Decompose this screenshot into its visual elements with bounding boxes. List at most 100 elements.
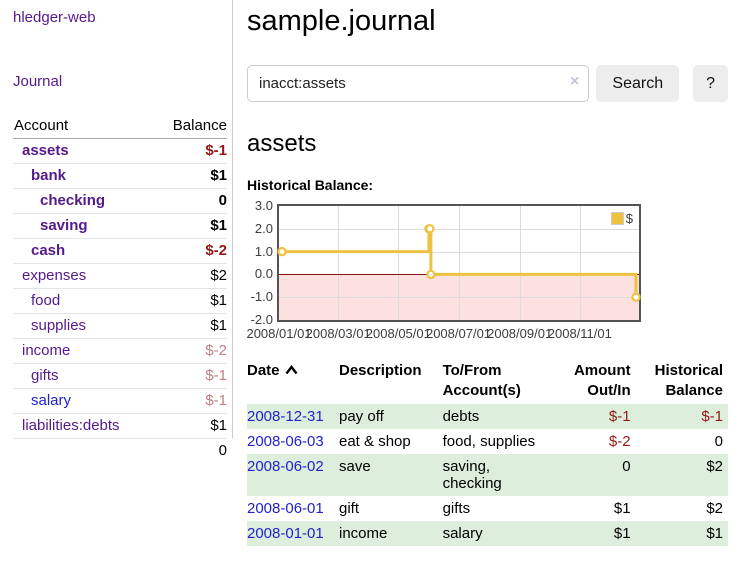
transaction-balance: $2 [706, 500, 723, 517]
transaction-accounts: saving, checking [442, 458, 502, 492]
search-button[interactable]: Search [596, 65, 680, 102]
transaction-date-link[interactable]: 2008-12-31 [247, 408, 324, 425]
date-column-header[interactable]: Date [247, 358, 339, 404]
x-axis-tick-label: 2008/05/01 [365, 326, 431, 341]
search-input[interactable] [247, 65, 590, 102]
transaction-row: 2008-06-03 eat & shop food, supplies $-2 0 [247, 429, 728, 454]
x-axis-tick-label: 2008/03/01 [305, 326, 371, 341]
account-balance: $1 [210, 317, 227, 334]
horizontal-gridline [279, 228, 639, 230]
account-row: assets $-1 [13, 139, 227, 164]
page: hledger-web Journal Account Balance asse… [13, 0, 728, 546]
transaction-balance: $-1 [701, 408, 723, 425]
help-button[interactable]: ? [693, 65, 728, 102]
data-point-marker[interactable] [631, 292, 641, 302]
accounts-header-row: Account Balance [13, 114, 227, 139]
main-content: sample.journal × Search ? assets Histori… [233, 0, 728, 546]
page-title: sample.journal [247, 5, 436, 37]
account-balance: $-1 [205, 392, 227, 409]
account-link-salary[interactable]: salary [31, 392, 72, 409]
search-input-wrap: × [247, 65, 590, 102]
account-link-food[interactable]: food [31, 292, 61, 309]
vertical-gridline [519, 206, 521, 320]
register-header-row: Date Description To/From Account(s) Amou… [247, 358, 728, 404]
balance-line-series [277, 224, 641, 302]
data-point-marker[interactable] [425, 224, 435, 234]
sidebar-item-journal[interactable]: Journal [13, 73, 63, 90]
transaction-row: 2008-06-01 gift gifts $1 $2 [247, 496, 728, 521]
account-balance: $-1 [205, 142, 227, 159]
description-column-header: Description [339, 362, 422, 379]
chart-plot-area[interactable]: $ [277, 204, 641, 322]
account-link-checking[interactable]: checking [40, 192, 106, 209]
transaction-row: 2008-01-01 income salary $1 $1 [247, 521, 728, 546]
account-link-saving[interactable]: saving [40, 217, 88, 234]
horizontal-gridline [279, 297, 639, 299]
balance-column-header: Balance [172, 117, 227, 134]
legend-series-label: $ [625, 211, 633, 226]
account-link-liabilities-debts[interactable]: liabilities:debts [22, 417, 120, 434]
transaction-accounts: gifts [442, 500, 471, 517]
data-point-marker[interactable] [426, 269, 436, 280]
transaction-row: 2008-06-02 save saving, checking 0 $2 [247, 454, 728, 496]
account-balance: $1 [210, 217, 227, 234]
x-axis-tick-label: 2008/07/01 [425, 326, 492, 341]
x-axis-tick-label: 2008/09/01 [487, 326, 553, 341]
transaction-description: income [339, 525, 388, 542]
transaction-description: gift [339, 500, 360, 517]
account-row: income $-2 [13, 339, 227, 364]
account-link-income[interactable]: income [22, 342, 71, 359]
transaction-date-cell: 2008-06-03 [247, 429, 339, 454]
register-table: Date Description To/From Account(s) Amou… [247, 358, 728, 546]
transaction-date-link[interactable]: 2008-06-03 [247, 433, 324, 450]
account-link-bank[interactable]: bank [31, 167, 67, 184]
account-link-cash[interactable]: cash [31, 242, 66, 259]
account-link-gifts[interactable]: gifts [31, 367, 59, 384]
transaction-row: 2008-12-31 pay off debts $-1 $-1 [247, 404, 728, 429]
account-row: bank $1 [13, 164, 227, 189]
y-axis-tick-label: -2.0 [250, 312, 273, 327]
account-link-supplies[interactable]: supplies [31, 317, 87, 334]
y-axis-tick-label: -1.0 [250, 289, 273, 305]
transaction-date-link[interactable]: 2008-06-02 [247, 458, 324, 475]
y-axis-tick-label: 0.0 [254, 266, 273, 282]
search-bar: × Search ? [247, 65, 728, 102]
account-balance: 0 [218, 192, 227, 209]
account-balance: $1 [210, 292, 227, 309]
account-row: food $1 [13, 289, 227, 314]
account-link-assets[interactable]: assets [22, 142, 69, 159]
account-row: cash $-2 [13, 239, 227, 264]
transaction-date-link[interactable]: 2008-01-01 [247, 525, 324, 542]
account-row: salary $-1 [13, 389, 227, 414]
account-row: supplies $1 [13, 314, 227, 339]
account-rows: assets $-1 bank $1 checking 0 saving $1 cash $-2 e… [13, 139, 227, 464]
legend-color-swatch [610, 212, 624, 225]
account-balance: $1 [210, 167, 227, 184]
account-heading: assets [247, 130, 317, 157]
account-row: saving $1 [13, 214, 227, 239]
data-point-marker[interactable] [277, 246, 287, 257]
balance-column-header2: Historical Balance [654, 362, 723, 399]
x-axis-tick-label: 2008/01/01 [246, 326, 312, 341]
transaction-amount: $-1 [608, 408, 631, 425]
clear-search-icon[interactable]: × [570, 73, 580, 90]
account-row: liabilities:debts $1 [13, 414, 227, 439]
account-row: gifts $-1 [13, 364, 227, 389]
transaction-amount: $-2 [608, 433, 631, 450]
account-link-expenses[interactable]: expenses [22, 267, 87, 284]
register-rows: 2008-12-31 pay off debts $-1 $-1 2008-06-03 ea… [247, 404, 728, 546]
transaction-description: pay off [339, 408, 384, 425]
transaction-accounts: debts [442, 408, 480, 425]
transaction-amount: 0 [622, 458, 631, 475]
historical-balance-chart: $3.0 2.0 1.0 0.0 -1.0 -2.0 2008/01/01 2008/03/0… [246, 198, 643, 341]
app-title-link[interactable]: hledger-web [13, 9, 96, 26]
transaction-date-cell: 2008-06-02 [247, 454, 339, 496]
series-line [279, 227, 638, 298]
transaction-accounts: food, supplies [442, 433, 536, 450]
accounts-table: Account Balance assets $-1 bank $1 checking 0… [13, 114, 227, 463]
transaction-date-cell: 2008-12-31 [247, 404, 339, 429]
vertical-gridline [458, 206, 460, 320]
transaction-date-link[interactable]: 2008-06-01 [247, 500, 324, 517]
transaction-date-cell: 2008-06-01 [247, 496, 339, 521]
transaction-description: save [339, 458, 371, 475]
